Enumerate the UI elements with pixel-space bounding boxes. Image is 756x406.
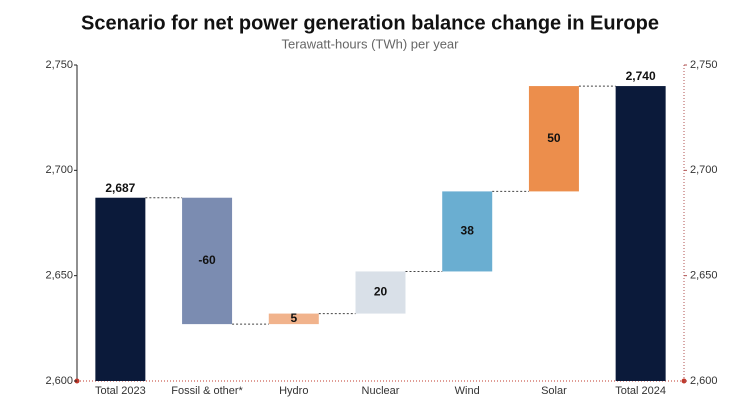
bar [95, 197, 146, 381]
y-tick-label: 2,650 [45, 270, 73, 282]
x-tick-label: Total 2024 [615, 385, 666, 397]
y-tick-label: 2,600 [45, 375, 73, 387]
x-tick-label: Hydro [279, 385, 308, 397]
value-label: 2,687 [105, 181, 135, 195]
x-tick-label: Nuclear [362, 385, 400, 397]
value-label: 38 [461, 224, 475, 238]
bar [442, 191, 493, 272]
y2-tick-label: 2,750 [690, 59, 718, 71]
x-tick-label: Total 2023 [95, 385, 146, 397]
x-tick-label: Wind [455, 385, 480, 397]
bar [615, 86, 666, 382]
chart-subtitle: Terawatt-hours (TWh) per year [282, 36, 460, 51]
value-label: 20 [374, 285, 388, 299]
y2-tick-label: 2,600 [690, 375, 718, 387]
value-label: 50 [547, 131, 561, 145]
y-tick-label: 2,750 [45, 59, 73, 71]
y-tick-label: 2,700 [45, 164, 73, 176]
y2-tick-label: 2,700 [690, 164, 718, 176]
x-tick-label: Solar [541, 385, 567, 397]
value-label: 2,740 [626, 69, 656, 83]
chart-title: Scenario for net power generation balanc… [81, 12, 659, 34]
value-label: -60 [198, 253, 216, 267]
bar [268, 313, 319, 325]
y2-tick-label: 2,650 [690, 270, 718, 282]
bar [355, 271, 406, 314]
value-label: 5 [290, 311, 297, 325]
x-tick-label: Fossil & other* [171, 385, 243, 397]
bar [528, 86, 579, 192]
bar [182, 197, 233, 325]
